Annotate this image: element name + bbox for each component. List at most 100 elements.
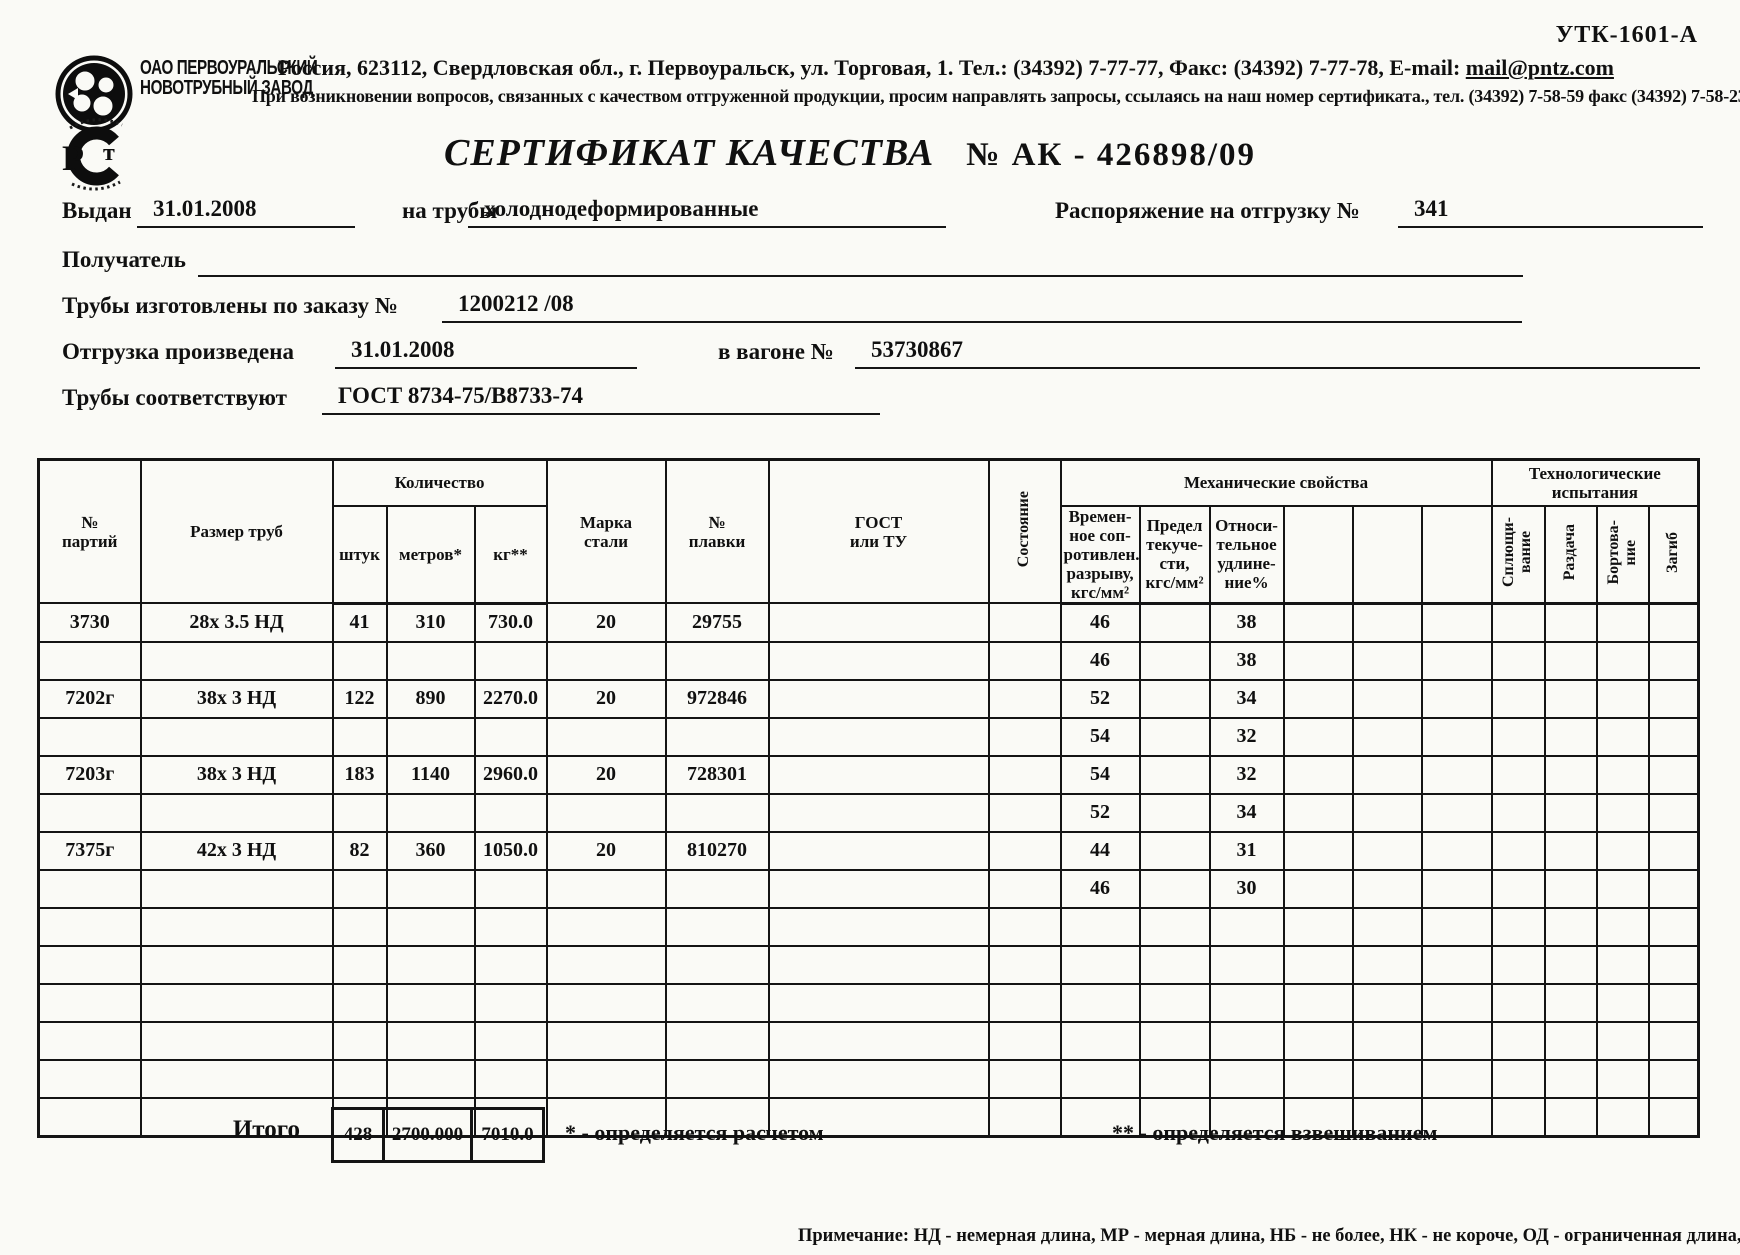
table-cell bbox=[331, 640, 388, 681]
table-cell: 34 bbox=[1208, 792, 1285, 833]
table-cell bbox=[1420, 602, 1493, 643]
table-cell bbox=[1208, 1020, 1285, 1061]
table-cell bbox=[1282, 678, 1354, 719]
table-cell bbox=[545, 944, 667, 985]
table-row: 46 30 bbox=[37, 868, 1700, 909]
table-cell: 46 bbox=[1059, 602, 1141, 643]
table-cell bbox=[37, 944, 142, 985]
table-cell: 34 bbox=[1208, 678, 1285, 719]
table-cell bbox=[1420, 1096, 1493, 1138]
table-cell bbox=[767, 792, 990, 833]
conform-label: Трубы соответствуют bbox=[62, 385, 287, 410]
total-meters: 2700.000 bbox=[382, 1107, 473, 1163]
table-cell bbox=[331, 1096, 388, 1138]
table-cell: 30 bbox=[1208, 868, 1285, 909]
table-cell bbox=[139, 1096, 334, 1138]
table-cell bbox=[1420, 640, 1493, 681]
table-cell bbox=[1595, 830, 1650, 871]
table-cell: 20 bbox=[545, 830, 667, 871]
table-cell bbox=[1647, 602, 1700, 643]
table-cell: 890 bbox=[385, 678, 476, 719]
table-cell bbox=[331, 792, 388, 833]
table-cell bbox=[1647, 1058, 1700, 1099]
col-header-expansion: Раздача bbox=[1543, 504, 1598, 605]
table-cell bbox=[37, 982, 142, 1023]
table-cell bbox=[1208, 944, 1285, 985]
table-cell bbox=[987, 792, 1062, 833]
col-header-party: № партий bbox=[37, 458, 142, 605]
table-cell bbox=[1647, 678, 1700, 719]
col-header-flanging: Бортова- ние bbox=[1595, 504, 1650, 605]
table-cell bbox=[987, 678, 1062, 719]
table-cell bbox=[331, 1058, 388, 1099]
table-cell bbox=[1543, 1058, 1598, 1099]
table-cell bbox=[545, 1020, 667, 1061]
table-row: 46 38 bbox=[37, 640, 1700, 681]
table-cell bbox=[1543, 602, 1598, 643]
table-cell bbox=[1138, 716, 1211, 757]
table-cell: 52 bbox=[1059, 678, 1141, 719]
table-cell bbox=[139, 982, 334, 1023]
table-cell bbox=[1595, 982, 1650, 1023]
table-cell bbox=[473, 792, 548, 833]
col-header-mech-extra-1 bbox=[1282, 504, 1354, 605]
table-cell bbox=[1282, 982, 1354, 1023]
table-cell bbox=[1420, 1020, 1493, 1061]
table-cell bbox=[1595, 1020, 1650, 1061]
table-cell: 1140 bbox=[385, 754, 476, 795]
conform-standard-field: ГОСТ 8734-75/В8733-74 bbox=[322, 383, 880, 415]
table-cell: 310 bbox=[385, 602, 476, 643]
table-cell bbox=[1059, 982, 1141, 1023]
table-cell bbox=[1282, 830, 1354, 871]
table-cell bbox=[1595, 1058, 1650, 1099]
table-cell bbox=[139, 1020, 334, 1061]
table-cell bbox=[331, 944, 388, 985]
table-cell bbox=[1138, 830, 1211, 871]
table-cell: 1050.0 bbox=[473, 830, 548, 871]
table-cell bbox=[1059, 1096, 1141, 1138]
table-cell bbox=[1543, 982, 1598, 1023]
table-cell bbox=[1647, 906, 1700, 947]
col-header-flattening: Сплющи- вание bbox=[1490, 504, 1546, 605]
table-cell bbox=[1647, 944, 1700, 985]
table-cell bbox=[1490, 906, 1546, 947]
table-cell: 32 bbox=[1208, 754, 1285, 795]
table-cell bbox=[767, 906, 990, 947]
table-cell bbox=[385, 640, 476, 681]
table-cell bbox=[1420, 792, 1493, 833]
footnote-star: * - определяется расчетом bbox=[565, 1120, 824, 1145]
table-cell bbox=[1351, 1058, 1423, 1099]
table-cell bbox=[1420, 868, 1493, 909]
table-cell: 3730 bbox=[37, 602, 142, 643]
table-cell: 31 bbox=[1208, 830, 1285, 871]
table-cell bbox=[1490, 602, 1546, 643]
table-cell bbox=[767, 1020, 990, 1061]
table-cell bbox=[1351, 792, 1423, 833]
table-cell: 7375г bbox=[37, 830, 142, 871]
table-cell bbox=[1282, 1020, 1354, 1061]
table-cell bbox=[1647, 792, 1700, 833]
table-cell bbox=[987, 754, 1062, 795]
table-cell bbox=[1282, 792, 1354, 833]
table-cell bbox=[331, 906, 388, 947]
col-group-quantity: Количество bbox=[331, 458, 548, 507]
table-cell bbox=[1282, 868, 1354, 909]
table-cell bbox=[1351, 906, 1423, 947]
company-name-line2: НОВОТРУБНЫЙ ЗАВОД bbox=[140, 77, 313, 100]
table-cell bbox=[1543, 754, 1598, 795]
table-cell bbox=[139, 792, 334, 833]
table-cell bbox=[767, 1058, 990, 1099]
table-cell: 972846 bbox=[664, 678, 770, 719]
table-cell bbox=[1543, 678, 1598, 719]
table-cell bbox=[1351, 716, 1423, 757]
col-header-mech-extra-2 bbox=[1351, 504, 1423, 605]
table-cell: 2960.0 bbox=[473, 754, 548, 795]
table-cell bbox=[1490, 640, 1546, 681]
table-cell bbox=[987, 906, 1062, 947]
table-cell bbox=[767, 602, 990, 643]
table-cell bbox=[987, 1096, 1062, 1138]
table-cell bbox=[1490, 1058, 1546, 1099]
table-cell bbox=[1595, 678, 1650, 719]
table-cell bbox=[139, 640, 334, 681]
